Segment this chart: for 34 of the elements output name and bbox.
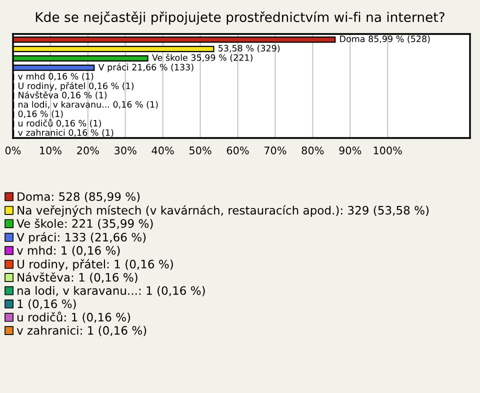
x-tick-label: 0% bbox=[5, 146, 21, 154]
data-label: V práci 21,66 % (133) bbox=[98, 63, 194, 72]
legend-label: V práci: 133 (21,66 %) bbox=[16, 232, 146, 244]
data-label: Doma 85,99 % (528) bbox=[340, 35, 430, 44]
legend-label: Návštěva: 1 (0,16 %) bbox=[18, 272, 138, 284]
x-tick-label: 10% bbox=[40, 146, 62, 154]
chart-title: Kde se nejčastěji připojujete prostřednictvím wi-fi na internet? bbox=[36, 11, 444, 25]
data-label: 53,58 % (329) bbox=[218, 44, 280, 53]
x-tick-label: 100% bbox=[374, 146, 402, 154]
data-label: Návštěva 0,16 % (1) bbox=[18, 91, 107, 100]
legend-label: Na veřejných místech (v kavárnách, restauracích apod.): 329 (53,58 %) bbox=[18, 205, 429, 217]
legend-label: 1 (0,16 %) bbox=[18, 299, 76, 310]
legend-label: U rodiny, přátel: 1 (0,16 %) bbox=[18, 259, 173, 271]
x-tick-label: 20% bbox=[77, 146, 99, 154]
data-label: 0,16 % (1) bbox=[18, 110, 63, 118]
data-label: v zahranici 0,16 % (1) bbox=[18, 129, 114, 137]
legend-label: v mhd: 1 (0,16 %) bbox=[16, 246, 120, 256]
x-tick-label: 30% bbox=[114, 146, 136, 154]
x-tick-label: 50% bbox=[190, 146, 212, 154]
x-tick-label: 60% bbox=[226, 146, 249, 154]
x-tick-label: 80% bbox=[302, 146, 324, 154]
x-tick-label: 90% bbox=[339, 146, 362, 154]
legend-label: u rodičů: 1 (0,16 %) bbox=[18, 312, 130, 323]
legend-label: v zahranici: 1 (0,16 %) bbox=[16, 326, 146, 336]
data-label: U rodiny, přátel 0,16 % (1) bbox=[18, 82, 134, 91]
data-label: u rodičů 0,16 % (1) bbox=[18, 118, 101, 128]
data-label: v mhd 0,16 % (1) bbox=[18, 72, 94, 81]
data-label: Ve škole 35,99 % (221) bbox=[152, 54, 252, 62]
x-tick-label: 40% bbox=[152, 146, 174, 154]
legend-label: na lodi, v karavanu...: 1 (0,16 %) bbox=[18, 286, 205, 296]
legend-label: Ve škole: 221 (35,99 %) bbox=[16, 218, 153, 230]
legend-label: Doma: 528 (85,99 %) bbox=[18, 192, 140, 202]
data-label: na lodi, v karavanu... 0,16 % (1) bbox=[18, 100, 158, 109]
x-tick-label: 70% bbox=[264, 146, 286, 154]
